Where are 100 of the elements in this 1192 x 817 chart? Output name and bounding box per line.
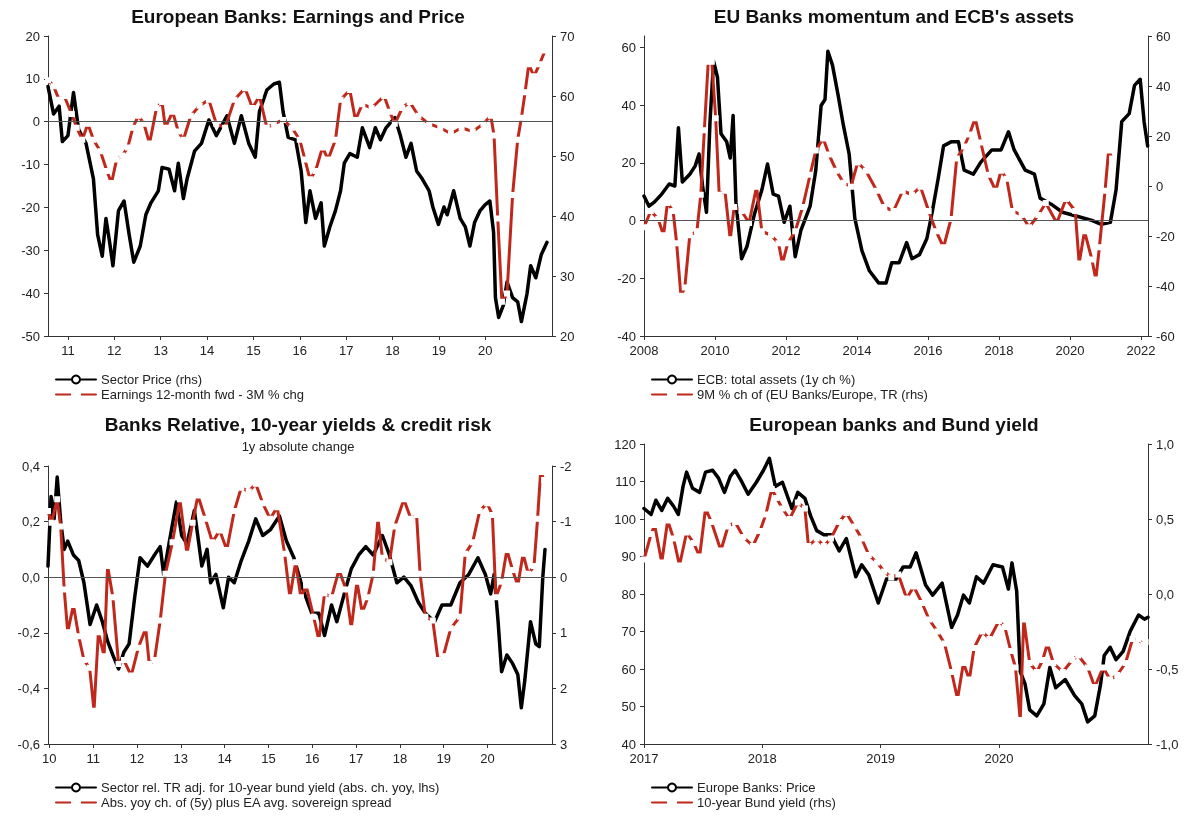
x-tick-label: 2010 [700, 343, 730, 358]
legend-label: Sector Price (rhs) [101, 372, 203, 387]
y-tick-label: -40 [21, 285, 40, 301]
x-tick-label: 13 [173, 751, 189, 766]
y2-tick-label: -1 [560, 514, 572, 530]
x-tick-label: 2022 [1126, 343, 1156, 358]
legend-label: 9M % ch of (EU Banks/Europe, TR (rhs) [697, 387, 928, 402]
chart-subtitle: 1y absolute change [241, 439, 355, 454]
y-tick-label: 110 [615, 474, 636, 489]
y2-tick-label: 3 [560, 736, 568, 752]
y2-tick-label: -2 [560, 458, 572, 474]
chart-title: European Banks: Earnings and Price [131, 6, 465, 27]
y-tick-label: 0 [628, 213, 636, 229]
y-tick-label: 40 [621, 736, 636, 752]
y-tick-label: 10 [25, 71, 40, 87]
y-tick-label: -0,4 [17, 680, 40, 696]
y-tick-label: 0 [32, 114, 40, 130]
y-tick-label: -40 [617, 328, 636, 344]
x-tick-label: 20 [480, 751, 495, 766]
y2-tick-label: -0,5 [1156, 661, 1179, 677]
y-tick-label: -50 [21, 328, 40, 344]
y2-tick-label: -20 [1156, 228, 1175, 244]
y2-tick-label: 50 [560, 148, 575, 164]
legend-label: ECB: total assets (1y ch %) [697, 372, 856, 387]
y2-tick-label: -40 [1156, 278, 1175, 294]
x-tick-label: 17 [338, 343, 354, 358]
legend-label: Earnings 12-month fwd - 3M % chg [101, 387, 305, 402]
legend-label: Sector rel. TR adj. for 10-year bund yield (abs. ch. yoy, lhs) [101, 780, 440, 795]
x-tick-label: 10 [42, 751, 57, 766]
y2-tick-label: 1,0 [1156, 436, 1175, 452]
x-tick-label: 2017 [629, 751, 659, 766]
y2-tick-label: 20 [560, 328, 575, 344]
y-tick-label: 50 [621, 699, 636, 714]
x-tick-label: 2012 [771, 343, 801, 358]
x-tick-label: 2019 [866, 751, 896, 766]
y2-tick-label: 0,5 [1156, 511, 1175, 527]
x-tick-label: 13 [153, 343, 168, 358]
x-tick-label: 2020 [1055, 343, 1085, 358]
y-tick-label: -20 [21, 199, 40, 215]
x-tick-label: 2018 [747, 751, 777, 766]
x-tick-label: 17 [348, 751, 364, 766]
y2-tick-label: 70 [560, 28, 575, 44]
y2-tick-label: 20 [1156, 128, 1171, 144]
x-tick-label: 11 [86, 751, 100, 766]
x-tick-label: 16 [305, 751, 320, 766]
chart-title: Banks Relative, 10-year yields & credit risk [104, 414, 492, 435]
y-tick-label: 80 [621, 586, 636, 602]
x-tick-label: 2020 [984, 751, 1014, 766]
y2-tick-label: 0 [560, 569, 568, 585]
y2-tick-label: 30 [560, 268, 575, 284]
x-tick-label: 19 [436, 751, 451, 766]
x-tick-label: 20 [478, 343, 493, 358]
y-tick-label: 0,2 [21, 514, 40, 530]
y-tick-label: 0,0 [21, 569, 40, 585]
legend-label: Europe Banks: Price [697, 780, 816, 795]
chart-title: European banks and Bund yield [749, 414, 1039, 435]
x-tick-label: 2016 [913, 343, 943, 358]
x-tick-label: 12 [107, 343, 122, 358]
y-tick-label: 90 [621, 549, 636, 564]
x-tick-label: 19 [431, 343, 447, 358]
y-tick-label: 0,4 [21, 458, 40, 474]
line-series [46, 80, 549, 324]
y-tick-label: 60 [621, 40, 636, 56]
y2-tick-label: 60 [1156, 28, 1171, 44]
y2-tick-label: 40 [1156, 78, 1171, 94]
legend-label: 10-year Bund yield (rhs) [697, 795, 836, 810]
x-tick-label: 18 [392, 751, 408, 766]
y2-tick-label: 0 [1156, 178, 1164, 194]
x-tick-label: 14 [217, 751, 232, 766]
x-tick-label: 15 [261, 751, 276, 766]
y2-tick-label: -60 [1156, 328, 1175, 344]
y-tick-label: 100 [614, 511, 636, 527]
x-tick-label: 15 [246, 343, 261, 358]
x-tick-label: 2018 [984, 343, 1014, 358]
x-tick-label: 11 [61, 343, 75, 358]
y-tick-label: 20 [25, 28, 40, 44]
x-tick-label: 12 [129, 751, 145, 766]
y-tick-label: 120 [614, 436, 636, 452]
y-tick-label: -10 [21, 157, 40, 173]
line-series [642, 49, 1150, 285]
x-tick-label: 16 [292, 343, 307, 358]
y2-tick-label: 60 [560, 88, 575, 104]
x-tick-label: 18 [385, 343, 400, 358]
x-tick-label: 14 [199, 343, 215, 358]
x-tick-label: 2008 [629, 343, 659, 358]
y-tick-label: -0,2 [17, 625, 40, 641]
chart-title: EU Banks momentum and ECB's assets [713, 6, 1075, 27]
y-tick-label: -0,6 [17, 736, 40, 752]
legend-label: Abs. yoy ch. of (5y) plus EA avg. sovereign spread [101, 795, 392, 810]
y-tick-label: 60 [621, 661, 636, 677]
y-tick-label: 20 [621, 155, 636, 171]
y-tick-label: -20 [617, 270, 636, 286]
y2-tick-label: -1,0 [1156, 736, 1179, 752]
x-tick-label: 2014 [842, 343, 872, 358]
y-tick-label: -30 [21, 242, 40, 258]
y2-tick-label: 0,0 [1156, 586, 1175, 602]
y2-tick-label: 2 [560, 680, 568, 696]
y-tick-label: 40 [621, 97, 636, 113]
y-tick-label: 70 [621, 624, 636, 639]
y2-tick-label: 40 [560, 208, 575, 224]
